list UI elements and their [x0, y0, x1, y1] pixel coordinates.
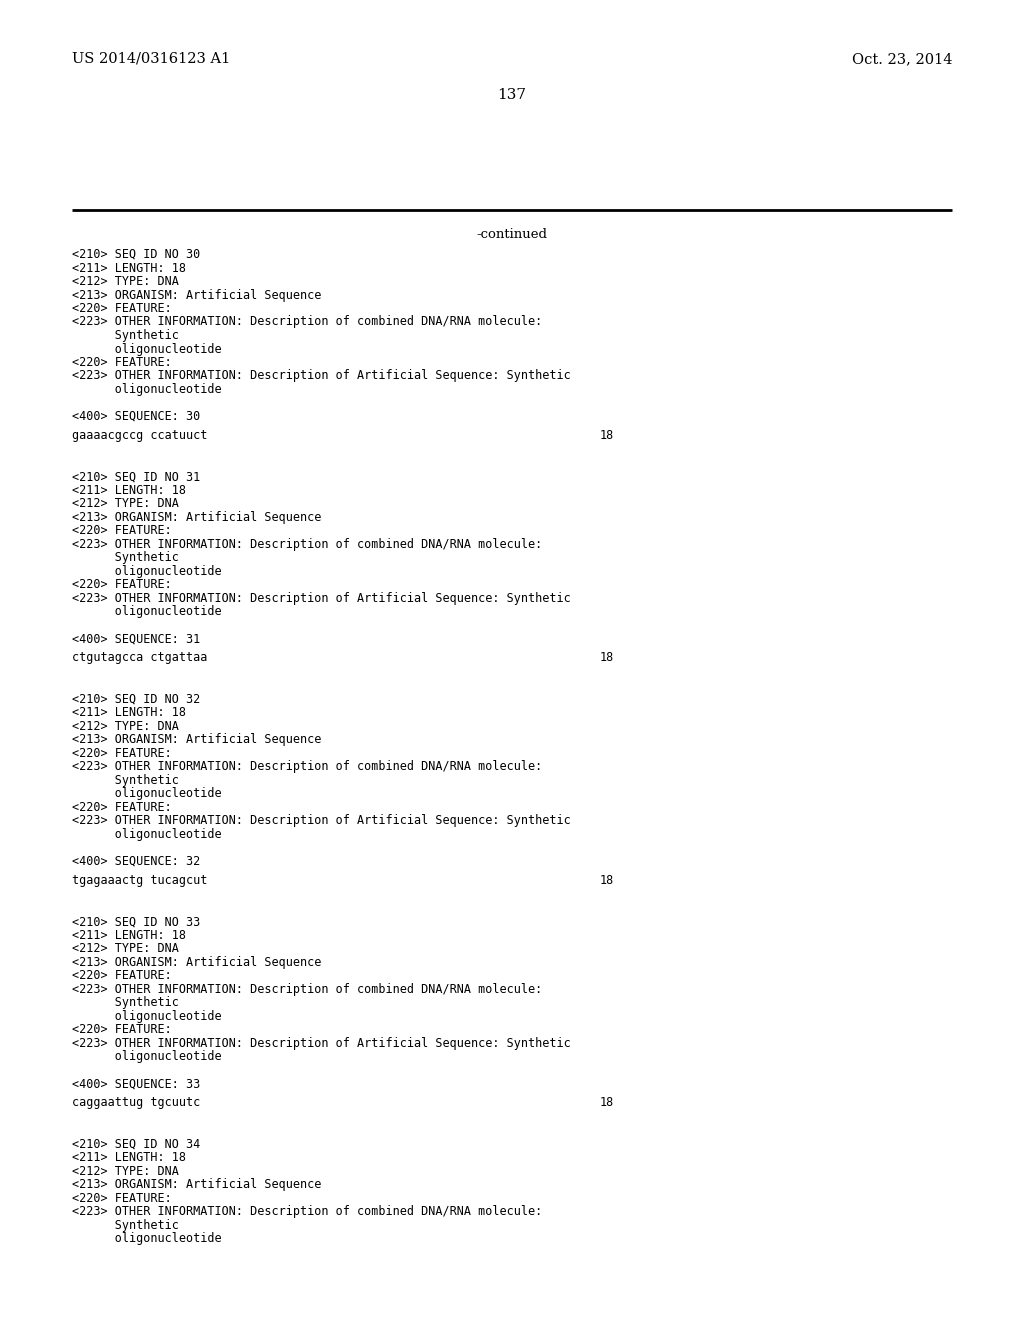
Text: <210> SEQ ID NO 33: <210> SEQ ID NO 33	[72, 915, 201, 928]
Text: <211> LENGTH: 18: <211> LENGTH: 18	[72, 1151, 186, 1164]
Text: <400> SEQUENCE: 32: <400> SEQUENCE: 32	[72, 855, 201, 867]
Text: <220> FEATURE:: <220> FEATURE:	[72, 969, 172, 982]
Text: oligonucleotide: oligonucleotide	[72, 1010, 221, 1023]
Text: <213> ORGANISM: Artificial Sequence: <213> ORGANISM: Artificial Sequence	[72, 734, 322, 746]
Text: <223> OTHER INFORMATION: Description of combined DNA/RNA molecule:: <223> OTHER INFORMATION: Description of …	[72, 539, 543, 550]
Text: <400> SEQUENCE: 30: <400> SEQUENCE: 30	[72, 411, 201, 422]
Text: <213> ORGANISM: Artificial Sequence: <213> ORGANISM: Artificial Sequence	[72, 1177, 322, 1191]
Text: ctgutagcca ctgattaa: ctgutagcca ctgattaa	[72, 651, 208, 664]
Text: <400> SEQUENCE: 33: <400> SEQUENCE: 33	[72, 1077, 201, 1090]
Text: 18: 18	[600, 429, 614, 442]
Text: 18: 18	[600, 874, 614, 887]
Text: <210> SEQ ID NO 30: <210> SEQ ID NO 30	[72, 248, 201, 261]
Text: <223> OTHER INFORMATION: Description of Artificial Sequence: Synthetic: <223> OTHER INFORMATION: Description of …	[72, 370, 570, 383]
Text: <211> LENGTH: 18: <211> LENGTH: 18	[72, 484, 186, 496]
Text: <220> FEATURE:: <220> FEATURE:	[72, 578, 172, 591]
Text: gaaaacgccg ccatuuct: gaaaacgccg ccatuuct	[72, 429, 208, 442]
Text: <223> OTHER INFORMATION: Description of Artificial Sequence: Synthetic: <223> OTHER INFORMATION: Description of …	[72, 591, 570, 605]
Text: US 2014/0316123 A1: US 2014/0316123 A1	[72, 51, 230, 66]
Text: 137: 137	[498, 88, 526, 102]
Text: caggaattug tgcuutc: caggaattug tgcuutc	[72, 1096, 201, 1109]
Text: <211> LENGTH: 18: <211> LENGTH: 18	[72, 706, 186, 719]
Text: Synthetic: Synthetic	[72, 329, 179, 342]
Text: <211> LENGTH: 18: <211> LENGTH: 18	[72, 261, 186, 275]
Text: <213> ORGANISM: Artificial Sequence: <213> ORGANISM: Artificial Sequence	[72, 956, 322, 969]
Text: 18: 18	[600, 1096, 614, 1109]
Text: oligonucleotide: oligonucleotide	[72, 1232, 221, 1245]
Text: <212> TYPE: DNA: <212> TYPE: DNA	[72, 275, 179, 288]
Text: <213> ORGANISM: Artificial Sequence: <213> ORGANISM: Artificial Sequence	[72, 511, 322, 524]
Text: oligonucleotide: oligonucleotide	[72, 828, 221, 841]
Text: <220> FEATURE:: <220> FEATURE:	[72, 356, 172, 370]
Text: <212> TYPE: DNA: <212> TYPE: DNA	[72, 719, 179, 733]
Text: Synthetic: Synthetic	[72, 774, 179, 787]
Text: <211> LENGTH: 18: <211> LENGTH: 18	[72, 929, 186, 941]
Text: oligonucleotide: oligonucleotide	[72, 342, 221, 355]
Text: oligonucleotide: oligonucleotide	[72, 383, 221, 396]
Text: <223> OTHER INFORMATION: Description of Artificial Sequence: Synthetic: <223> OTHER INFORMATION: Description of …	[72, 1036, 570, 1049]
Text: <213> ORGANISM: Artificial Sequence: <213> ORGANISM: Artificial Sequence	[72, 289, 322, 301]
Text: <220> FEATURE:: <220> FEATURE:	[72, 747, 172, 760]
Text: <223> OTHER INFORMATION: Description of combined DNA/RNA molecule:: <223> OTHER INFORMATION: Description of …	[72, 982, 543, 995]
Text: <220> FEATURE:: <220> FEATURE:	[72, 302, 172, 315]
Text: Synthetic: Synthetic	[72, 1218, 179, 1232]
Text: oligonucleotide: oligonucleotide	[72, 565, 221, 578]
Text: oligonucleotide: oligonucleotide	[72, 787, 221, 800]
Text: <212> TYPE: DNA: <212> TYPE: DNA	[72, 498, 179, 511]
Text: -continued: -continued	[476, 228, 548, 242]
Text: 18: 18	[600, 651, 614, 664]
Text: <223> OTHER INFORMATION: Description of combined DNA/RNA molecule:: <223> OTHER INFORMATION: Description of …	[72, 760, 543, 774]
Text: <220> FEATURE:: <220> FEATURE:	[72, 1023, 172, 1036]
Text: oligonucleotide: oligonucleotide	[72, 1051, 221, 1063]
Text: <212> TYPE: DNA: <212> TYPE: DNA	[72, 1164, 179, 1177]
Text: Synthetic: Synthetic	[72, 997, 179, 1010]
Text: <223> OTHER INFORMATION: Description of combined DNA/RNA molecule:: <223> OTHER INFORMATION: Description of …	[72, 315, 543, 329]
Text: <223> OTHER INFORMATION: Description of Artificial Sequence: Synthetic: <223> OTHER INFORMATION: Description of …	[72, 814, 570, 828]
Text: <220> FEATURE:: <220> FEATURE:	[72, 524, 172, 537]
Text: Oct. 23, 2014: Oct. 23, 2014	[852, 51, 952, 66]
Text: tgagaaactg tucagcut: tgagaaactg tucagcut	[72, 874, 208, 887]
Text: <400> SEQUENCE: 31: <400> SEQUENCE: 31	[72, 632, 201, 645]
Text: oligonucleotide: oligonucleotide	[72, 606, 221, 618]
Text: <220> FEATURE:: <220> FEATURE:	[72, 1192, 172, 1205]
Text: <210> SEQ ID NO 32: <210> SEQ ID NO 32	[72, 693, 201, 706]
Text: <212> TYPE: DNA: <212> TYPE: DNA	[72, 942, 179, 956]
Text: <223> OTHER INFORMATION: Description of combined DNA/RNA molecule:: <223> OTHER INFORMATION: Description of …	[72, 1205, 543, 1218]
Text: Synthetic: Synthetic	[72, 552, 179, 565]
Text: <210> SEQ ID NO 31: <210> SEQ ID NO 31	[72, 470, 201, 483]
Text: <220> FEATURE:: <220> FEATURE:	[72, 801, 172, 814]
Text: <210> SEQ ID NO 34: <210> SEQ ID NO 34	[72, 1138, 201, 1151]
